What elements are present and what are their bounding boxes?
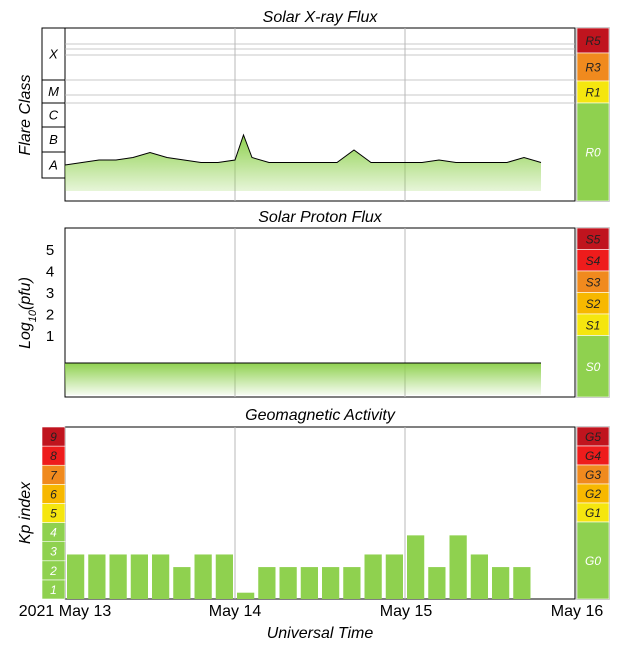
kp-scale-label: G5 [585, 430, 601, 444]
proton-scale-label: S3 [586, 275, 601, 289]
kp-bar [428, 567, 445, 599]
proton-scale-label: S1 [586, 318, 601, 332]
xray-title: Solar X-ray Flux [263, 9, 379, 26]
kp-bar [343, 567, 360, 599]
proton-ytick: 1 [46, 328, 54, 345]
xtick-3: May 16 [551, 603, 604, 620]
proton-scale-label: S5 [586, 232, 601, 246]
kp-bar [152, 554, 169, 599]
proton-ylabel: Log10(pfu) [17, 277, 39, 349]
xray-scale-label: R1 [585, 86, 600, 100]
kp-bar [450, 535, 467, 599]
kp-bar [301, 567, 318, 599]
kp-bar [492, 567, 509, 599]
kp-scale-label: G1 [585, 506, 601, 520]
flare-class-label-m: M [48, 84, 59, 99]
kp-bar [280, 567, 297, 599]
kp-bar [386, 554, 403, 599]
kp-bar [88, 554, 105, 599]
kp-bar [216, 554, 233, 599]
xtick-2: May 15 [380, 603, 433, 620]
kp-level-label: 5 [50, 507, 57, 521]
kp-level-label: 3 [50, 545, 57, 559]
proton-scale-label: S0 [586, 360, 601, 374]
kp-level-label: 2 [49, 564, 57, 578]
proton-scale-label: S4 [586, 254, 601, 268]
kp-bar [322, 567, 339, 599]
kp-scale-label: G3 [585, 468, 601, 482]
xtick-0: 2021 May 13 [19, 603, 112, 620]
kp-bar [513, 567, 530, 599]
proton-ytick: 4 [46, 264, 54, 281]
kp-bar [237, 593, 254, 599]
flare-class-label-b: B [49, 132, 58, 147]
kp-level-label: 9 [50, 430, 57, 444]
flare-class-label-x: X [48, 47, 59, 62]
flare-class-label-a: A [48, 158, 58, 173]
kp-bar [67, 554, 84, 599]
kp-scale-label: G4 [585, 449, 601, 463]
proton-title: Solar Proton Flux [258, 209, 383, 226]
proton-flux-area [65, 363, 541, 395]
kp-scale-label: G2 [585, 487, 601, 501]
kp-bar [131, 554, 148, 599]
xaxis-title: Universal Time [267, 625, 374, 642]
kp-level-label: 8 [50, 449, 57, 463]
kp-title: Geomagnetic Activity [245, 407, 396, 424]
kp-level-label: 1 [50, 583, 57, 597]
proton-ytick: 2 [46, 307, 54, 324]
xray-scale-label: R3 [585, 61, 601, 75]
kp-level-label: 4 [50, 526, 57, 540]
flare-class-label-c: C [49, 108, 59, 123]
kp-ylabel: Kp index [17, 481, 34, 544]
xray-scale-label: R5 [585, 34, 601, 48]
kp-bar [365, 554, 382, 599]
proton-scale-label: S2 [586, 297, 601, 311]
kp-bar [258, 567, 275, 599]
proton-ytick: 3 [46, 285, 54, 302]
kp-level-label: 6 [50, 487, 57, 501]
kp-bar [407, 535, 424, 599]
kp-bar [173, 567, 190, 599]
kp-scale-label: G0 [585, 554, 601, 568]
kp-bar [195, 554, 212, 599]
proton-ytick: 5 [46, 242, 54, 259]
kp-bar [471, 554, 488, 599]
xtick-1: May 14 [209, 603, 262, 620]
xray-scale-label: R0 [585, 146, 601, 160]
kp-bar [110, 554, 127, 599]
xray-ylabel: Flare Class [17, 75, 34, 156]
